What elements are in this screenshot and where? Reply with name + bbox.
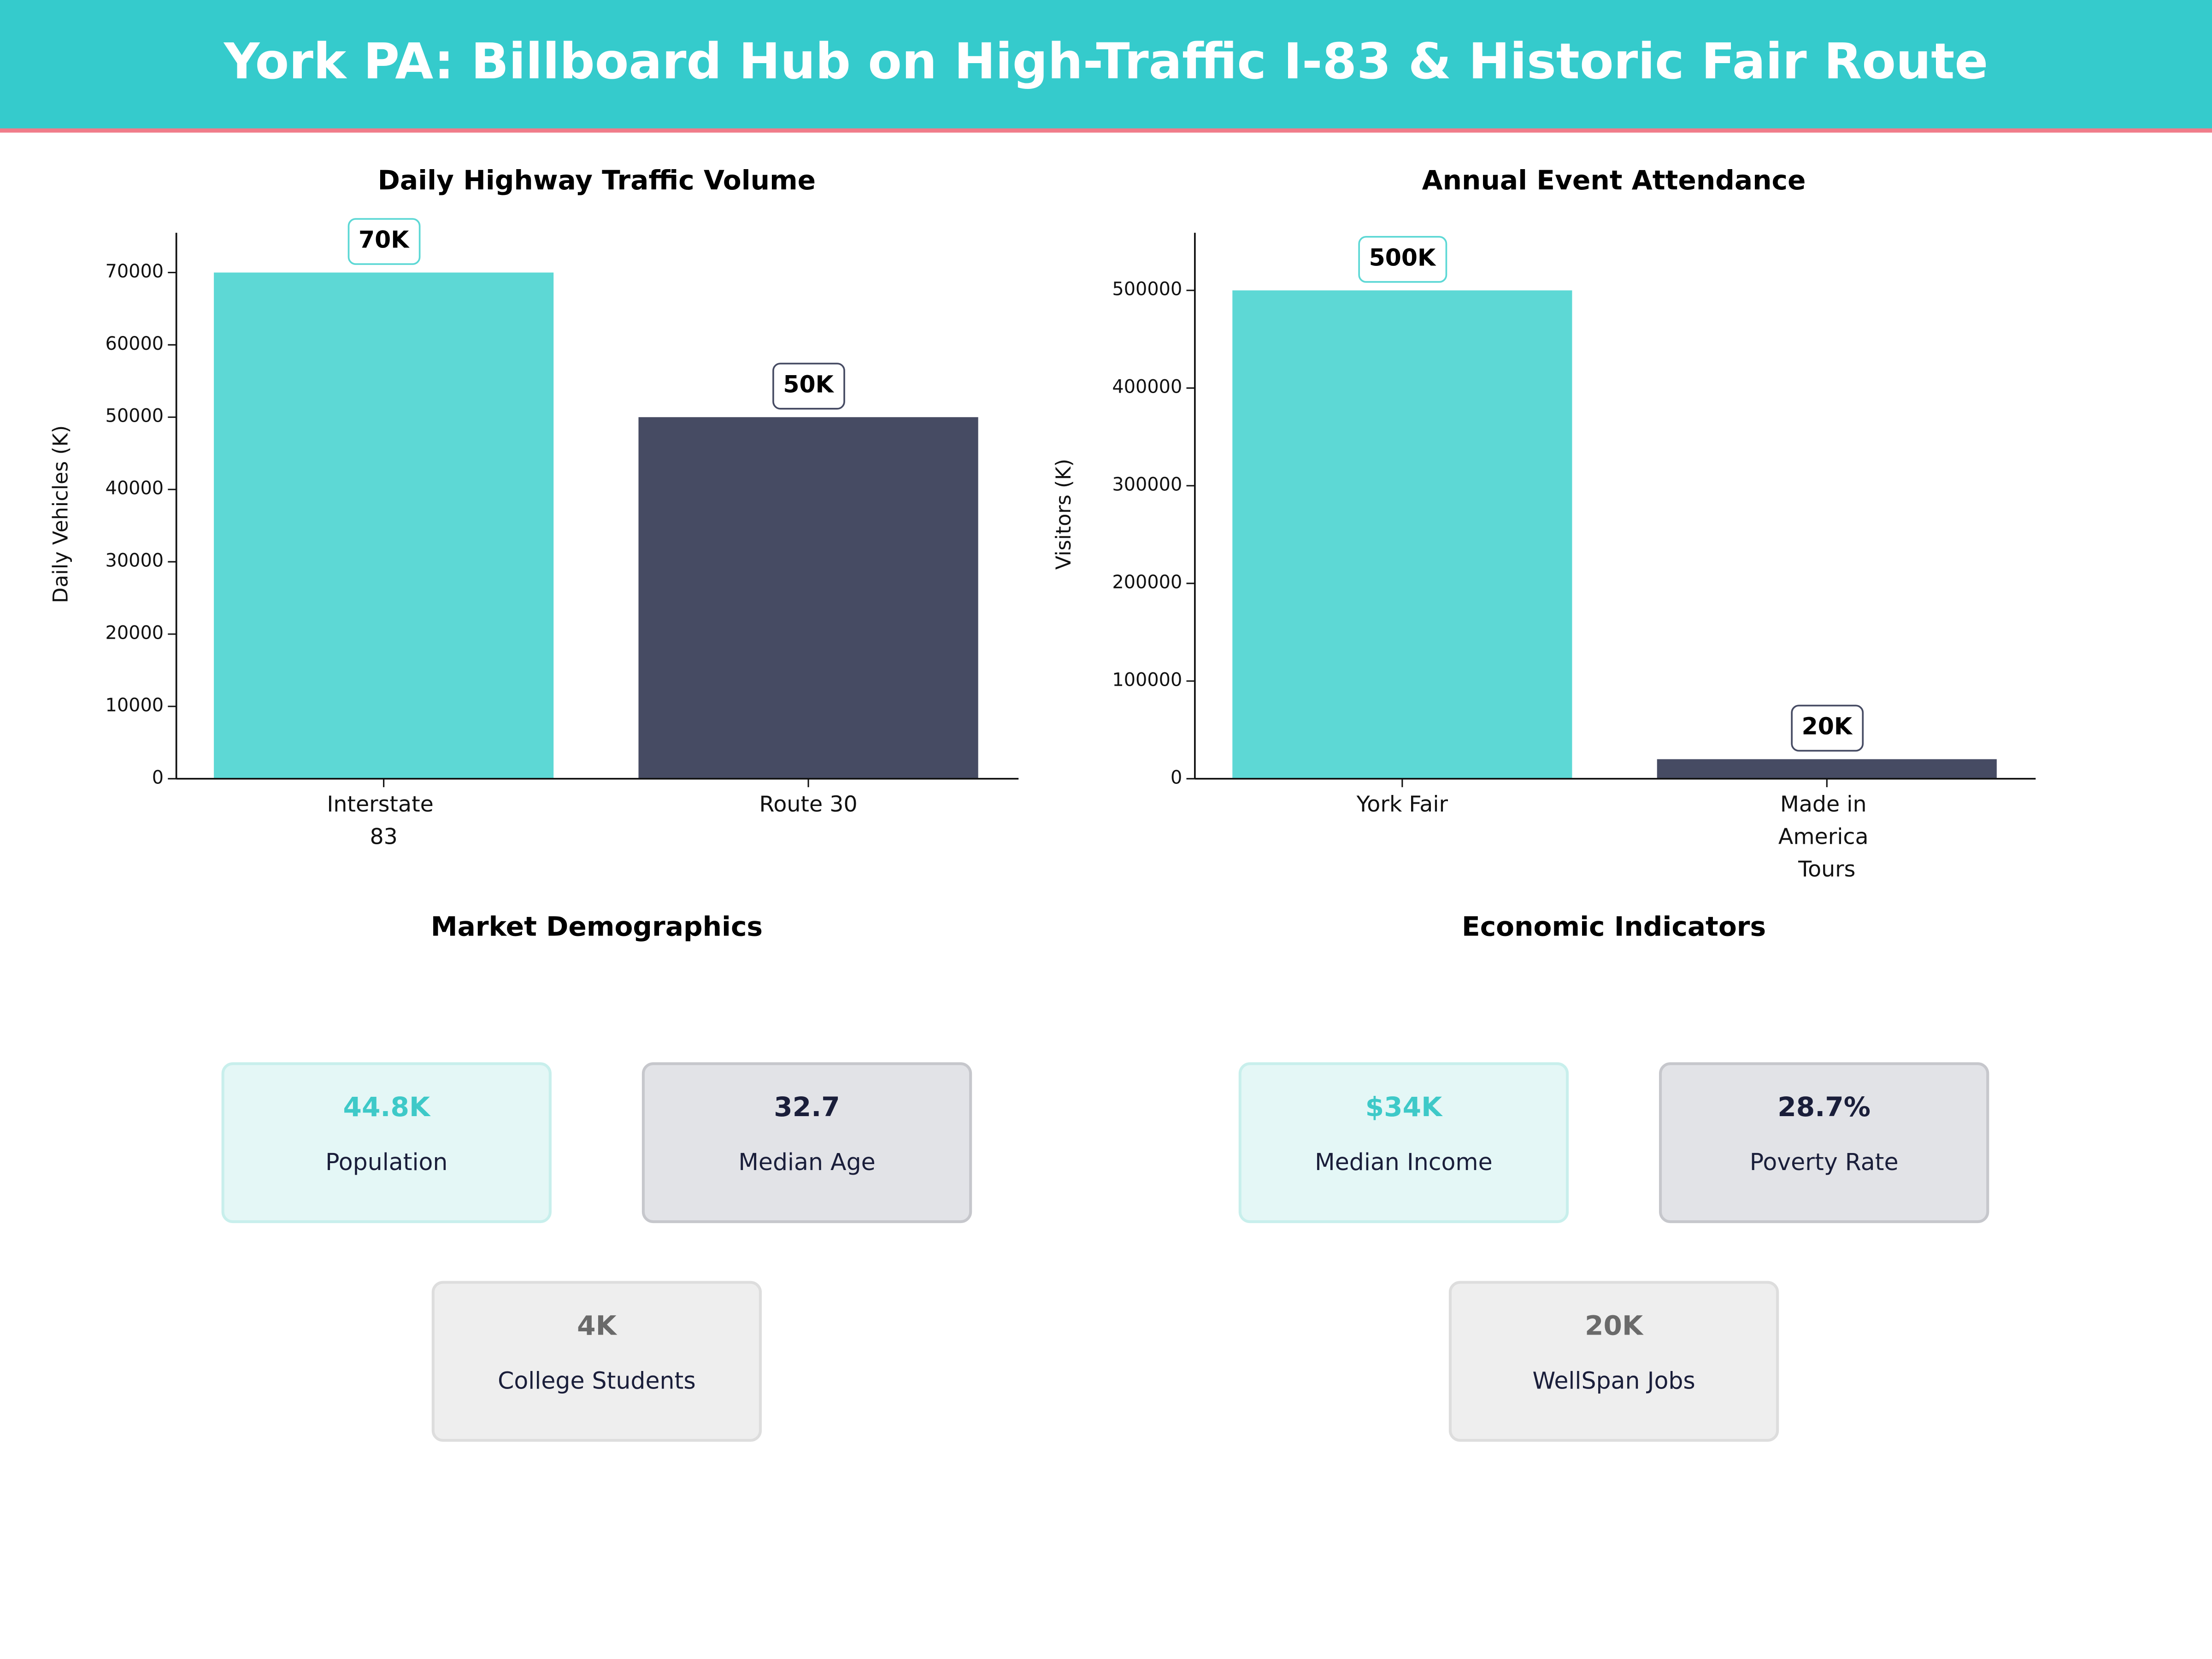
value-label-box: [1791, 705, 1864, 752]
kpi-label: Poverty Rate: [1750, 1148, 1899, 1176]
chart-title: Annual Event Attendance: [1422, 165, 1806, 196]
page-title: York PA: Billboard Hub on High-Traffic I…: [223, 33, 1988, 90]
x-tick-label: York Fair: [1356, 792, 1448, 817]
kpi-card: [1238, 1062, 1569, 1224]
bar: [638, 417, 978, 779]
value-label: 50K: [783, 371, 834, 398]
y-tick-label: 10000: [106, 694, 164, 716]
x-tick-label: Made in America Tours: [1778, 792, 1876, 882]
kpi-card: [221, 1062, 552, 1224]
bar: [1657, 759, 1997, 779]
value-label: 500K: [1369, 244, 1436, 271]
y-tick-label: 100000: [1112, 669, 1182, 690]
panel-title: Economic Indicators: [1462, 911, 1766, 942]
y-tick-label: 0: [152, 767, 164, 788]
kpi-card: [431, 1281, 762, 1442]
x-tick-label: Route 30: [759, 792, 858, 817]
x-tick-label: Interstate 83: [327, 792, 441, 849]
bar: [1232, 290, 1572, 779]
y-tick-label: 200000: [1112, 571, 1182, 593]
y-tick-label: 30000: [106, 550, 164, 571]
bar: [214, 272, 554, 779]
kpi-value: 4K: [577, 1310, 617, 1341]
kpi-value: 32.7: [774, 1091, 840, 1123]
kpi-card: [641, 1062, 972, 1224]
kpi-label: College Students: [498, 1367, 696, 1394]
value-label-box: [772, 363, 845, 410]
y-tick-label: 70000: [106, 261, 164, 282]
kpi-value: $34K: [1365, 1091, 1443, 1123]
value-label: 70K: [359, 226, 410, 253]
y-tick-label: 400000: [1112, 377, 1182, 398]
kpi-label: Population: [325, 1148, 447, 1176]
header-band: [0, 0, 2212, 130]
y-axis-title: Visitors (K): [1052, 459, 1076, 570]
kpi-value: 44.8K: [343, 1091, 430, 1123]
y-tick-label: 50000: [106, 406, 164, 427]
y-tick-label: 300000: [1112, 474, 1182, 495]
panel-title: Market Demographics: [431, 911, 763, 942]
kpi-label: Median Age: [738, 1148, 875, 1176]
y-tick-label: 500000: [1112, 279, 1182, 300]
header-rule: [0, 128, 2212, 133]
y-tick-label: 0: [1171, 767, 1182, 788]
y-tick-label: 60000: [106, 333, 164, 354]
kpi-label: Median Income: [1315, 1148, 1493, 1176]
y-tick-label: 20000: [106, 622, 164, 643]
value-label-box: [347, 218, 421, 265]
kpi-card: [1448, 1281, 1779, 1442]
chart-title: Daily Highway Traffic Volume: [378, 165, 816, 196]
value-label-box: [1358, 235, 1447, 283]
y-tick-label: 40000: [106, 478, 164, 499]
kpi-value: 20K: [1585, 1310, 1644, 1341]
value-label: 20K: [1802, 713, 1853, 740]
kpi-value: 28.7%: [1777, 1091, 1871, 1123]
kpi-label: WellSpan Jobs: [1532, 1367, 1695, 1394]
kpi-card: [1659, 1062, 1989, 1224]
y-axis-title: Daily Vehicles (K): [49, 425, 73, 603]
